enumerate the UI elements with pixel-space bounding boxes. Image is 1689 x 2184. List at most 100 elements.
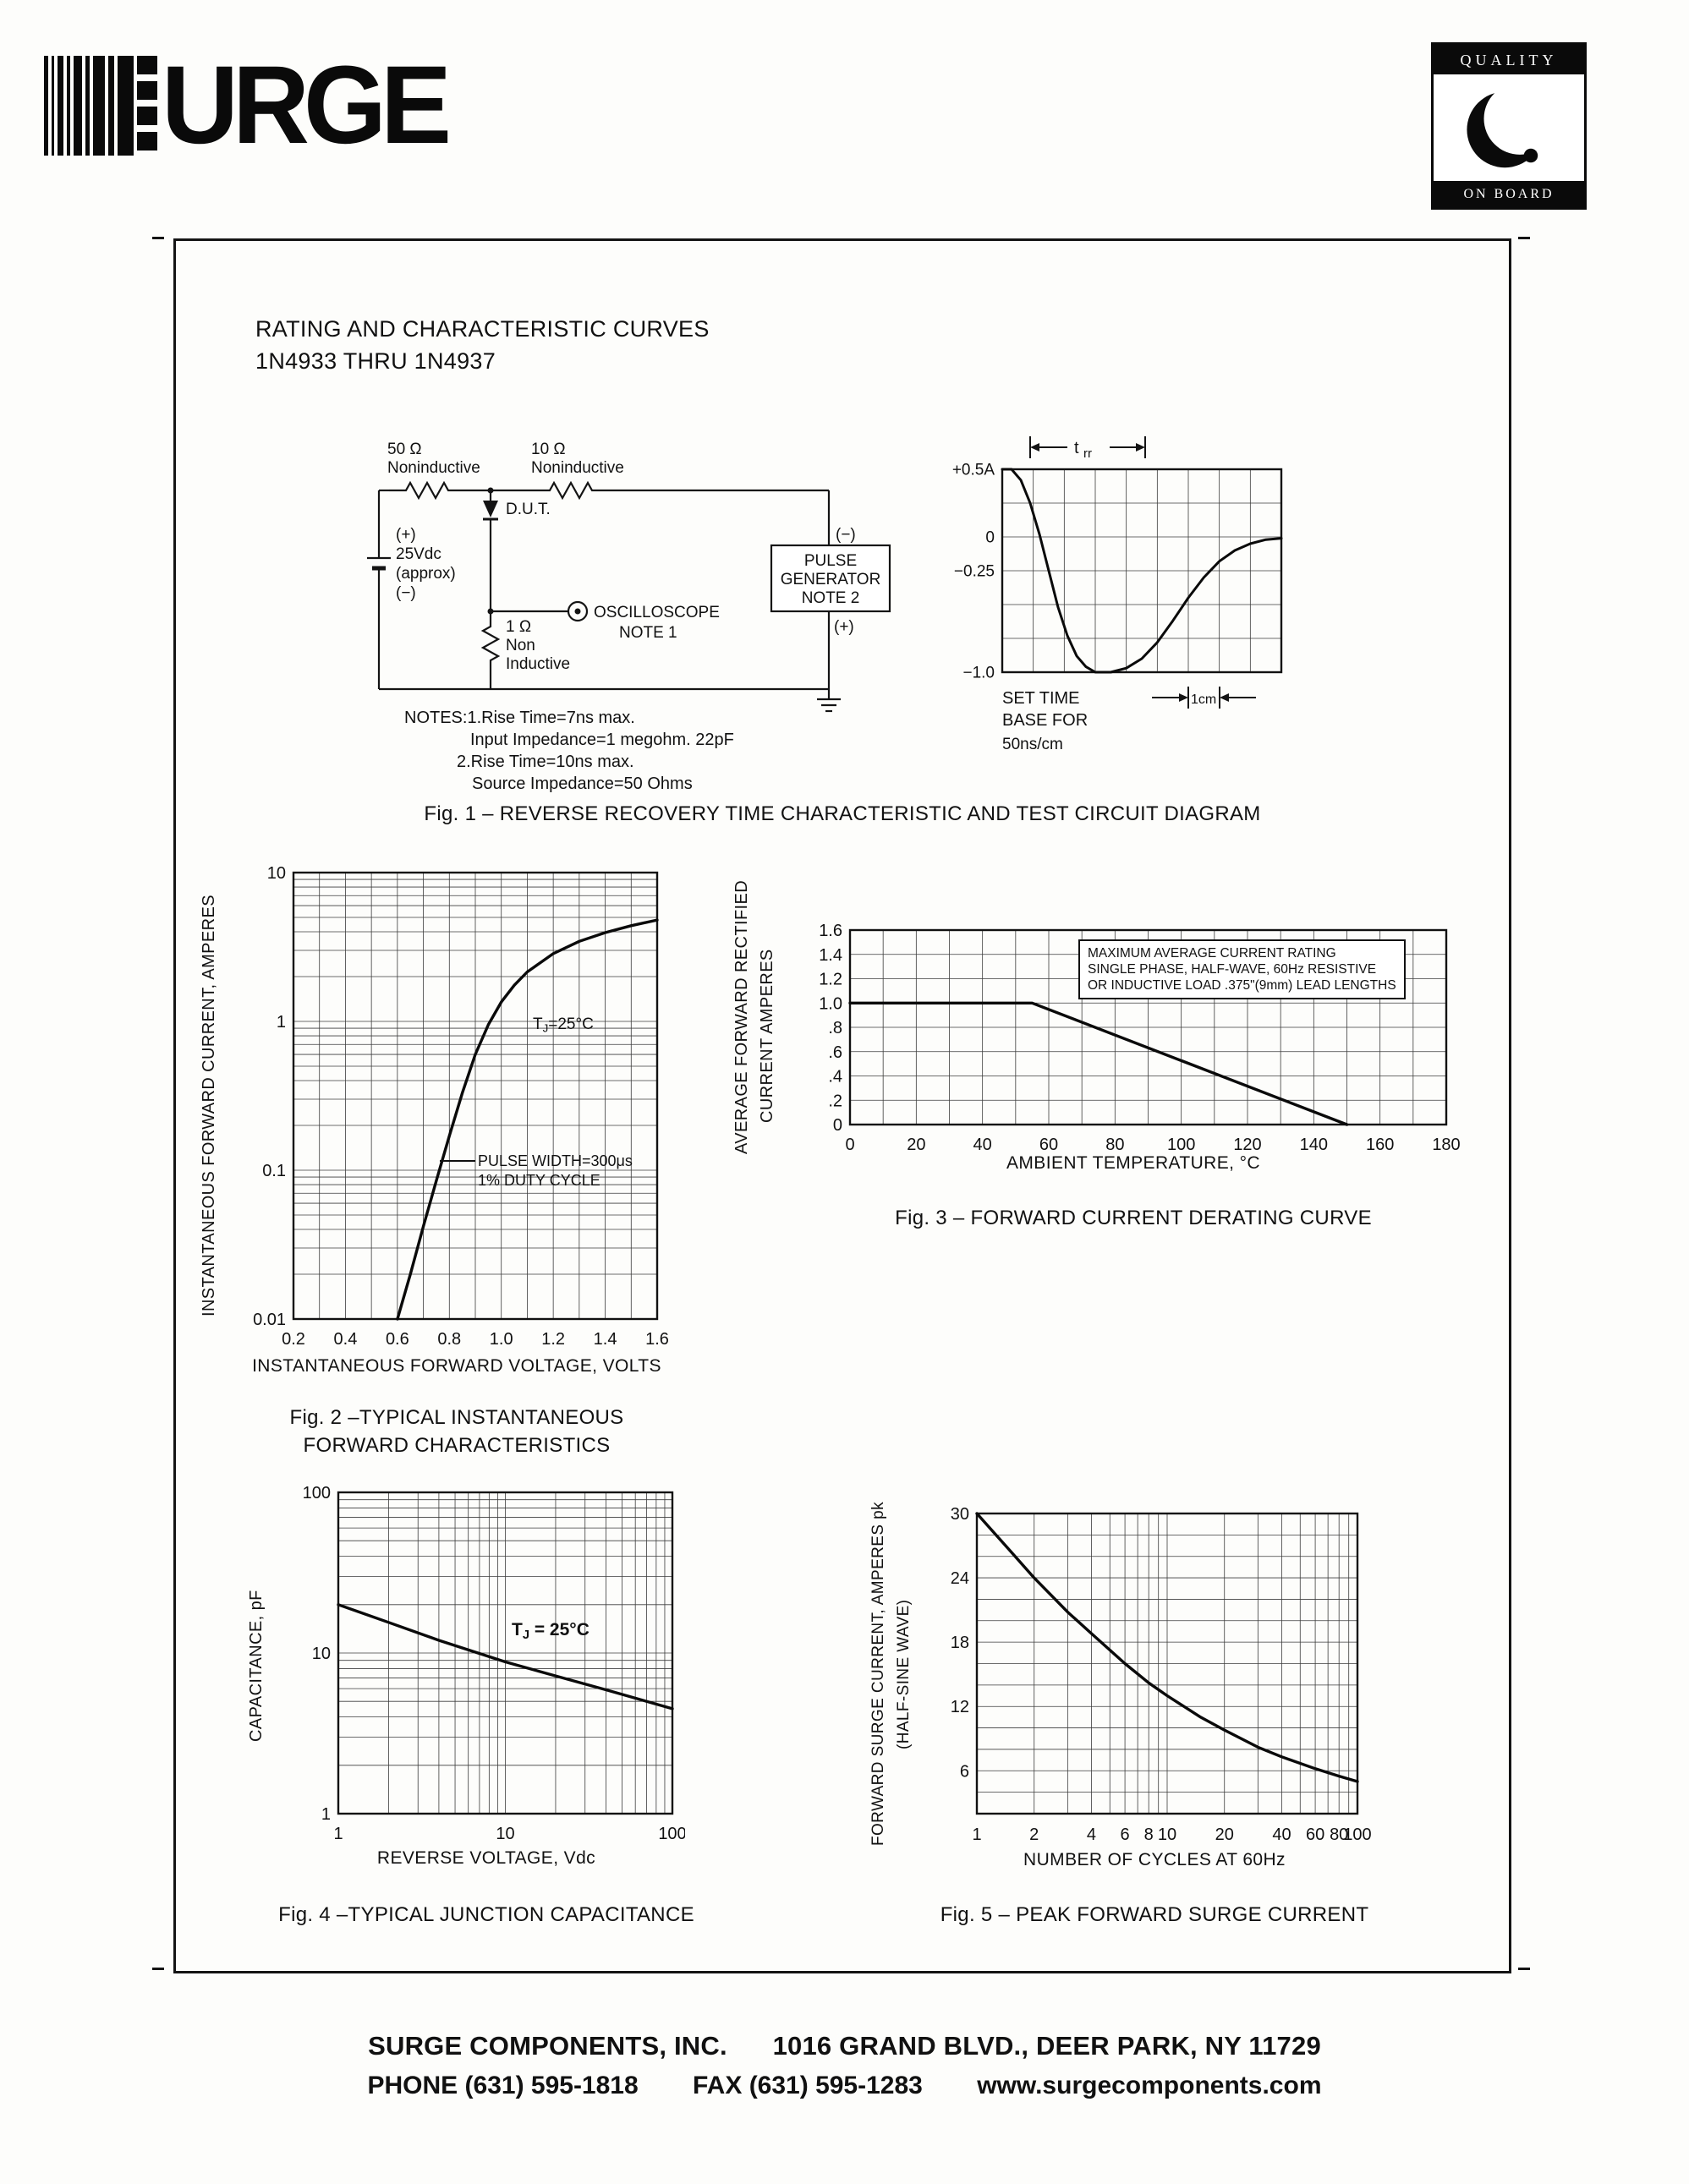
fig3-plot: 0 20 40 60 80 100 120 140 160 180 1.6 1.4 1.2 1.0 .8 .6… xyxy=(819,922,1461,1154)
svg-text:100: 100 xyxy=(1343,1825,1371,1844)
corner-mark xyxy=(1518,237,1530,239)
svg-text:10: 10 xyxy=(496,1825,514,1843)
svg-text:1: 1 xyxy=(321,1805,331,1824)
resistor-10ohm-symbol xyxy=(533,480,609,501)
svg-text:0.2: 0.2 xyxy=(282,1330,305,1349)
oscilloscope-label: OSCILLOSCOPE xyxy=(594,604,720,621)
resistor-50ohm-symbol xyxy=(389,480,465,501)
footer-address: 1016 GRAND BLVD., DEER PARK, NY 11729 xyxy=(772,2031,1321,2061)
corner-mark xyxy=(152,237,164,239)
fig3-x-axis-title: AMBIENT TEMPERATURE, °C xyxy=(1006,1153,1260,1173)
svg-text:10: 10 xyxy=(312,1645,331,1663)
junction-dot xyxy=(487,487,494,494)
svg-text:80: 80 xyxy=(1105,1136,1124,1154)
resistor-1ohm-note1: Non xyxy=(506,637,535,654)
resistor-10ohm-note: Noninductive xyxy=(531,459,624,477)
arrow-left-icon xyxy=(1030,443,1039,452)
surge-logo: URGE xyxy=(44,42,452,167)
dut-label: D.U.T. xyxy=(506,501,551,518)
quality-badge-emblem xyxy=(1434,74,1584,181)
dut-diode-symbol xyxy=(483,501,498,517)
svg-text:60: 60 xyxy=(1039,1136,1058,1154)
note-line: 2.Rise Time=10ns max. xyxy=(457,753,634,771)
fig2-tj-annotation: TJ=25°C xyxy=(533,1015,594,1035)
corner-mark xyxy=(152,1968,164,1970)
fig2-forward-characteristics-chart: 0.2 0.4 0.6 0.8 1.0 1.2 1.4 1.6 10 1 0.1 0.01 TJ=25… xyxy=(241,862,672,1361)
fig3-y-axis-title-line1: AVERAGE FORWARD RECTIFIED xyxy=(732,879,751,1154)
svg-text:100: 100 xyxy=(658,1825,685,1843)
fig4-tj-annotation: TJ = 25°C xyxy=(512,1620,590,1643)
fig2-caption: Fig. 2 –TYPICAL INSTANTANEOUS FORWARD CH… xyxy=(289,1406,624,1457)
svg-text:0.6: 0.6 xyxy=(386,1330,409,1349)
fig2-pulse-width-annotation: PULSE WIDTH=300μs 1% DUTY CYCLE xyxy=(478,1152,633,1189)
svg-text:40: 40 xyxy=(1272,1825,1291,1844)
timebase-label-line1: SET TIME xyxy=(1002,689,1080,708)
note-line: Input Impedance=1 megohm. 22pF xyxy=(470,731,734,749)
fig3-caption: Fig. 3 – FORWARD CURRENT DERATING CURVE xyxy=(895,1207,1372,1229)
arrow-right-icon xyxy=(1136,443,1145,452)
resistor-50ohm-note: Noninductive xyxy=(387,459,480,477)
svg-text:1: 1 xyxy=(277,1013,286,1032)
svg-text:80: 80 xyxy=(1330,1825,1348,1844)
fig4-y-axis-title: CAPACITANCE, pF xyxy=(247,1590,266,1742)
svg-text:60: 60 xyxy=(1306,1825,1324,1844)
pulse-generator-box xyxy=(770,544,891,613)
timebase-label-line3: 50ns/cm xyxy=(1002,736,1063,753)
footer-fax: FAX (631) 595-1283 xyxy=(693,2072,923,2099)
page-title-line2: 1N4933 THRU 1N4937 xyxy=(255,348,496,374)
fig2-x-axis-title: INSTANTANEOUS FORWARD VOLTAGE, VOLTS xyxy=(252,1356,661,1376)
annotation-leader-line xyxy=(440,1160,475,1162)
svg-text:12: 12 xyxy=(951,1698,969,1716)
pulse-generator-label2: GENERATOR xyxy=(781,571,881,588)
svg-text:180: 180 xyxy=(1432,1136,1460,1154)
svg-text:2: 2 xyxy=(1029,1825,1039,1844)
quality-badge-bottom-label: ON BOARD xyxy=(1434,181,1584,207)
svg-text:6: 6 xyxy=(1121,1825,1130,1844)
fig4-junction-capacitance-chart: 1 10 100 100 10 1 TJ = 25°C xyxy=(288,1480,685,1852)
svg-text:8: 8 xyxy=(1144,1825,1154,1844)
resistor-50ohm-label: 50 Ω xyxy=(387,441,422,458)
fig1-caption: Fig. 1 – REVERSE RECOVERY TIME CHARACTER… xyxy=(424,802,1261,825)
quality-badge-top-label: QUALITY xyxy=(1434,45,1584,74)
footer-contact-line: PHONE (631) 595-1818 FAX (631) 595-1283 … xyxy=(0,2072,1689,2100)
fig4-x-axis-title: REVERSE VOLTAGE, Vdc xyxy=(376,1848,596,1868)
content-frame xyxy=(173,238,1511,1973)
svg-text:30: 30 xyxy=(951,1505,969,1524)
fig3-derating-curve-chart: 0 20 40 60 80 100 120 140 160 180 1.6 1.4 1.2 1.0 .8 .6… xyxy=(799,917,1467,1163)
footer-website-link[interactable]: www.surgecomponents.com xyxy=(977,2072,1322,2099)
svg-text:6: 6 xyxy=(960,1762,969,1781)
fig1-test-circuit-diagram: 50 Ω Noninductive 10 Ω Noninductive (+) … xyxy=(367,441,891,713)
surge-logo-text: URGE xyxy=(162,42,452,167)
svg-text:−0.25: −0.25 xyxy=(954,563,995,581)
svg-text:20: 20 xyxy=(907,1136,925,1154)
svg-text:0.4: 0.4 xyxy=(334,1330,358,1349)
fig2-y-axis-title: INSTANTANEOUS FORWARD CURRENT, AMPERES xyxy=(200,895,218,1316)
pulse-generator-plus-label: (+) xyxy=(834,618,854,636)
battery-approx-label: (approx) xyxy=(396,565,456,583)
svg-text:0: 0 xyxy=(845,1136,854,1154)
trr-label: t xyxy=(1074,439,1079,457)
page-title: RATING AND CHARACTERISTIC CURVES 1N4933 … xyxy=(255,313,710,377)
arrow-left-icon xyxy=(1220,693,1229,702)
svg-text:10: 10 xyxy=(267,864,286,883)
svg-text:0.8: 0.8 xyxy=(437,1330,461,1349)
resistor-1ohm-note2: Inductive xyxy=(506,655,570,673)
battery-minus-label: (−) xyxy=(396,584,416,602)
circuit-wiring xyxy=(367,480,841,713)
fig1-test-notes: NOTES:1.Rise Time=7ns max. Input Impedan… xyxy=(404,707,734,795)
junction-dot xyxy=(487,608,494,615)
fig5-x-axis-title: NUMBER OF CYCLES AT 60Hz xyxy=(1023,1850,1286,1869)
svg-text:1: 1 xyxy=(333,1825,343,1843)
fig5-y-axis-title-line2: (HALF-SINE WAVE) xyxy=(895,1599,913,1750)
svg-text:20: 20 xyxy=(1215,1825,1234,1844)
pulse-generator-minus-label: (−) xyxy=(836,526,856,544)
svg-text:0: 0 xyxy=(985,529,995,547)
resistor-1ohm-label: 1 Ω xyxy=(506,618,531,636)
svg-text:1.6: 1.6 xyxy=(645,1330,669,1349)
note-line: Source Impedance=50 Ohms xyxy=(472,775,693,793)
oscilloscope-note: NOTE 1 xyxy=(619,624,677,642)
crescent-moon-icon xyxy=(1467,82,1556,168)
svg-text:+0.5A: +0.5A xyxy=(952,462,995,479)
